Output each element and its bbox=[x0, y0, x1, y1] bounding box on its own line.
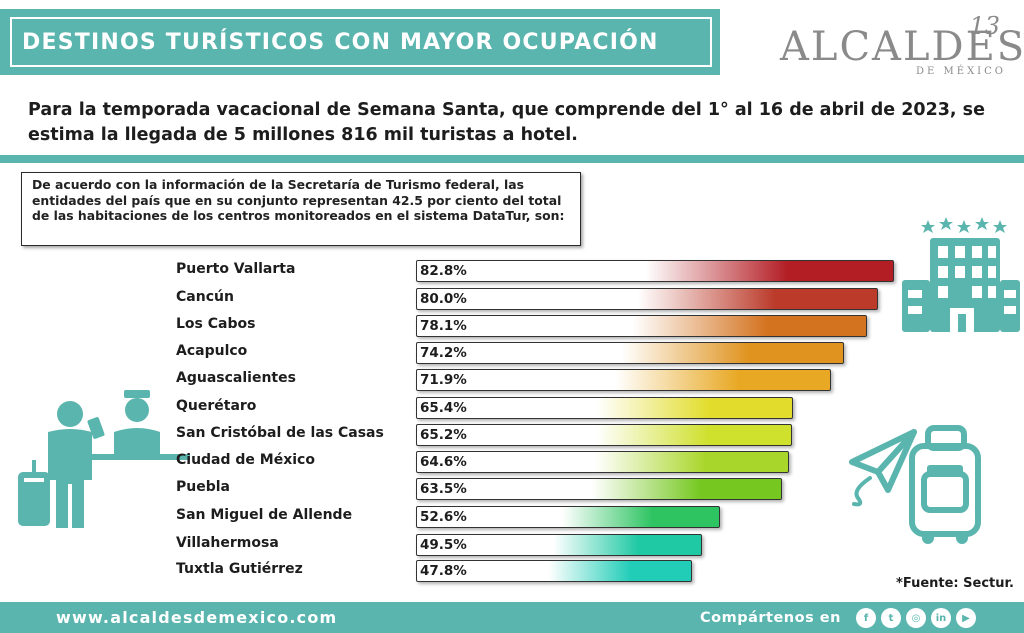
linkedin-icon[interactable]: in bbox=[931, 608, 951, 628]
bar-value-label: 82.8% bbox=[420, 263, 467, 279]
footer: www.alcaldesdemexico.com Compártenos en … bbox=[0, 600, 1024, 633]
source-note: *Fuente: Sectur. bbox=[896, 576, 1014, 591]
bar bbox=[416, 424, 792, 446]
bar-value-label: 74.2% bbox=[420, 345, 467, 361]
category-label: Villahermosa bbox=[176, 535, 279, 551]
category-label: Cancún bbox=[176, 289, 234, 305]
bar bbox=[416, 397, 793, 419]
bar-value-label: 78.1% bbox=[420, 318, 467, 334]
category-label: Tuxtla Gutiérrez bbox=[176, 561, 303, 577]
hotel-icon bbox=[902, 217, 1020, 332]
divider bbox=[0, 155, 1024, 163]
bar-value-label: 49.5% bbox=[420, 537, 467, 553]
alcaldes-logo[interactable]: ALCALDES 13 DE MÉXICO bbox=[776, 12, 1024, 80]
twitter-icon[interactable]: t bbox=[881, 608, 901, 628]
bar bbox=[416, 369, 831, 391]
bar-value-label: 63.5% bbox=[420, 481, 467, 497]
logo-subtitle: DE MÉXICO bbox=[916, 66, 1006, 77]
bar bbox=[416, 315, 867, 337]
headline: Para la temporada vacacional de Semana S… bbox=[28, 100, 985, 145]
bar bbox=[416, 288, 878, 310]
page-title: DESTINOS TURÍSTICOS CON MAYOR OCUPACIÓN bbox=[22, 29, 659, 55]
bar-value-label: 80.0% bbox=[420, 291, 467, 307]
facebook-icon[interactable]: f bbox=[856, 608, 876, 628]
bar-value-label: 64.6% bbox=[420, 454, 467, 470]
title-banner: DESTINOS TURÍSTICOS CON MAYOR OCUPACIÓN bbox=[0, 9, 720, 75]
share-label: Compártenos en bbox=[700, 610, 841, 626]
bar bbox=[416, 506, 720, 528]
category-label: Ciudad de México bbox=[176, 452, 315, 468]
youtube-icon[interactable]: ▶ bbox=[956, 608, 976, 628]
category-label: San Cristóbal de las Casas bbox=[176, 425, 384, 441]
category-label: Los Cabos bbox=[176, 316, 256, 332]
bar bbox=[416, 451, 789, 473]
bar-value-label: 52.6% bbox=[420, 509, 467, 525]
category-label: Aguascalientes bbox=[176, 370, 296, 386]
bar bbox=[416, 534, 702, 556]
logo-number: 13 bbox=[969, 12, 1000, 40]
title-frame: DESTINOS TURÍSTICOS CON MAYOR OCUPACIÓN bbox=[10, 17, 712, 67]
instagram-icon[interactable]: ◎ bbox=[906, 608, 926, 628]
bar-value-label: 47.8% bbox=[420, 563, 467, 579]
bar bbox=[416, 342, 844, 364]
website-link[interactable]: www.alcaldesdemexico.com bbox=[56, 608, 338, 627]
logo-text: ALCALDES bbox=[780, 24, 1024, 70]
bar bbox=[416, 478, 782, 500]
category-label: Puerto Vallarta bbox=[176, 261, 296, 277]
bar-value-label: 65.4% bbox=[420, 400, 467, 416]
bar bbox=[416, 560, 692, 582]
reception-icon bbox=[18, 390, 190, 528]
category-label: Puebla bbox=[176, 479, 230, 495]
category-label: Acapulco bbox=[176, 343, 248, 359]
bar-value-label: 65.2% bbox=[420, 427, 467, 443]
bar-value-label: 71.9% bbox=[420, 372, 467, 388]
bar bbox=[416, 260, 894, 282]
luggage-plane-icon bbox=[849, 425, 981, 544]
category-label: Querétaro bbox=[176, 398, 257, 414]
note-box: De acuerdo con la información de la Secr… bbox=[21, 172, 581, 246]
category-label: San Miguel de Allende bbox=[176, 507, 353, 523]
